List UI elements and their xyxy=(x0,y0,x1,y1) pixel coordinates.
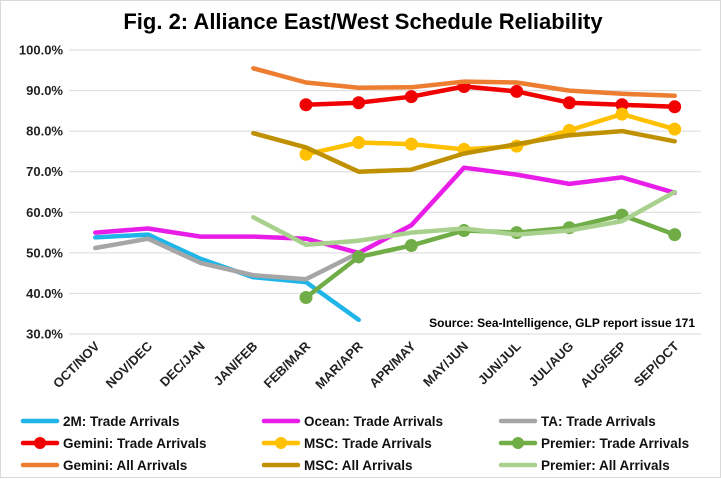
x-tick-label: AUG/SEP xyxy=(577,338,629,390)
x-tick-label: SEP/OCT xyxy=(631,338,682,389)
x-tick-label: JUL/AUG xyxy=(525,339,576,390)
series-premier-trade-arrivals xyxy=(299,208,682,304)
data-point xyxy=(299,290,313,304)
data-point xyxy=(352,250,366,264)
data-point xyxy=(352,96,366,110)
x-tick-label: JUN/JUL xyxy=(475,338,524,387)
y-tick-label: 30.0% xyxy=(26,327,63,342)
series-msc-all-arrivals xyxy=(251,128,677,174)
y-tick-label: 90.0% xyxy=(26,83,63,98)
x-tick-label: OCT/NOV xyxy=(50,338,103,391)
legend-item: Premier: Trade Arrivals xyxy=(498,436,689,451)
y-tick-label: 100.0% xyxy=(19,43,64,58)
series-ta-trade-arrivals xyxy=(93,236,361,282)
chart-title: Fig. 2: Alliance East/West Schedule Reli… xyxy=(123,9,603,34)
x-tick-label: APR/MAY xyxy=(366,338,418,390)
legend: 2M: Trade Arrivals Ocean: Trade Arrivals T… xyxy=(20,414,689,473)
data-point xyxy=(404,137,418,151)
x-tick-label: DEC/JAN xyxy=(157,339,208,390)
x-axis-ticks: OCT/NOV NOV/DEC DEC/JAN JAN/FEB FEB/MAR MAR/A… xyxy=(50,338,682,392)
data-point xyxy=(299,98,313,112)
legend-marker xyxy=(512,437,524,449)
legend-label: Gemini: All Arrivals xyxy=(63,458,187,473)
legend-item: TA: Trade Arrivals xyxy=(498,414,656,429)
x-tick-label: FEB/MAR xyxy=(261,338,314,391)
legend-label: Gemini: Trade Arrivals xyxy=(63,436,207,451)
series-2m-trade-arrivals xyxy=(93,232,361,323)
data-point xyxy=(668,228,682,242)
legend-label: MSC: All Arrivals xyxy=(304,458,413,473)
y-tick-label: 70.0% xyxy=(26,164,63,179)
series-gemini-all-arrivals xyxy=(251,66,677,99)
legend-item: Ocean: Trade Arrivals xyxy=(261,414,443,429)
legend-item: Gemini: All Arrivals xyxy=(20,458,187,473)
legend-label: Premier: Trade Arrivals xyxy=(541,436,689,451)
legend-item: Premier: All Arrivals xyxy=(498,458,670,473)
series-ocean-trade-arrivals xyxy=(93,165,677,256)
series-premier-all-arrivals xyxy=(251,189,677,247)
legend-item: 2M: Trade Arrivals xyxy=(20,414,180,429)
legend-item: MSC: Trade Arrivals xyxy=(261,436,432,451)
series-lines xyxy=(93,66,682,323)
legend-label: TA: Trade Arrivals xyxy=(541,414,656,429)
series-line xyxy=(251,66,677,99)
y-tick-label: 80.0% xyxy=(26,124,63,139)
data-point xyxy=(615,107,629,121)
data-point xyxy=(404,90,418,104)
data-point xyxy=(668,100,682,114)
y-tick-label: 50.0% xyxy=(26,245,63,260)
series-line xyxy=(251,128,677,174)
data-point xyxy=(404,239,418,253)
x-tick-label: MAR/APR xyxy=(312,338,366,392)
series-msc-trade-arrivals xyxy=(299,107,682,161)
legend-label: Premier: All Arrivals xyxy=(541,458,670,473)
y-tick-label: 40.0% xyxy=(26,286,63,301)
data-point xyxy=(562,96,576,110)
series-line xyxy=(251,189,677,247)
y-axis-ticks: 30.0% 40.0% 50.0% 60.0% 70.0% 80.0% 90.0% 100.0… xyxy=(19,43,64,342)
legend-marker xyxy=(275,437,287,449)
legend-marker xyxy=(34,437,46,449)
legend-item: Gemini: Trade Arrivals xyxy=(20,436,207,451)
legend-label: Ocean: Trade Arrivals xyxy=(304,414,443,429)
series-line xyxy=(93,165,677,256)
legend-item: MSC: All Arrivals xyxy=(261,458,413,473)
source-note: Source: Sea-Intelligence, GLP report iss… xyxy=(429,316,695,330)
y-tick-label: 60.0% xyxy=(26,205,63,220)
legend-label: MSC: Trade Arrivals xyxy=(304,436,432,451)
series-line xyxy=(93,232,361,323)
data-point xyxy=(668,122,682,136)
legend-label: 2M: Trade Arrivals xyxy=(63,414,180,429)
data-point xyxy=(510,84,524,98)
x-tick-label: JAN/FEB xyxy=(211,339,261,389)
x-tick-label: NOV/DEC xyxy=(103,338,156,391)
data-point xyxy=(352,136,366,150)
series-line xyxy=(93,236,361,282)
series-gemini-trade-arrivals xyxy=(299,80,682,114)
x-tick-label: MAY/JUN xyxy=(420,339,471,390)
series-line xyxy=(303,84,677,110)
data-point xyxy=(615,98,629,112)
